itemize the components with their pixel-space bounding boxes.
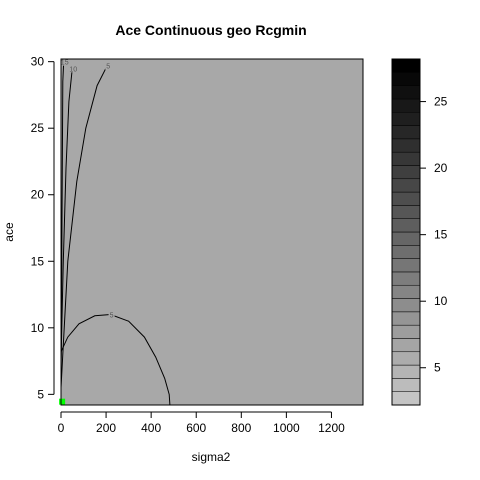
colorbar-band [391, 338, 421, 353]
contour-label: 15 [61, 60, 69, 67]
colorbar-band [391, 205, 421, 219]
x-tick-label: 600 [186, 421, 206, 435]
colorbar-band [391, 324, 421, 339]
colorbar-band [391, 271, 421, 286]
contour-label-bg [70, 65, 77, 73]
colorbar-band [391, 378, 421, 392]
x-tick-label: 0 [58, 421, 65, 435]
colorbar-band [391, 165, 421, 180]
colorbar-tick-label: 10 [434, 294, 448, 308]
colorbar-tick-label: 20 [434, 161, 448, 175]
y-tick-label: 15 [31, 254, 45, 268]
colorbar-band [391, 391, 421, 406]
contour-label-bg [61, 58, 68, 66]
optimum-marker [59, 398, 66, 405]
plot-border [60, 58, 364, 406]
colorbar-band [391, 284, 421, 299]
y-axis: 5 10 15 20 25 30 [31, 55, 55, 401]
colorbar-band [391, 151, 421, 166]
colorbar-band [391, 351, 421, 366]
chart-title: Ace Continuous geo Rcgmin [115, 22, 306, 38]
colorbar-band [391, 98, 421, 113]
y-tick-label: 25 [31, 121, 45, 135]
colorbar-band [391, 85, 421, 100]
colorbar-band [391, 311, 421, 326]
colorbar-band [391, 178, 421, 193]
y-tick-label: 5 [37, 387, 44, 401]
colorbar-border [391, 58, 421, 406]
colorbar-tick-label: 15 [434, 228, 448, 242]
x-tick-label: 1200 [318, 421, 345, 435]
x-tick-label: 400 [141, 421, 161, 435]
contour-label: 10 [69, 66, 77, 73]
colorbar-band [391, 111, 421, 126]
colorbar-tick-label: 5 [434, 361, 441, 375]
y-tick-label: 10 [31, 321, 45, 335]
colorbar-band [391, 245, 421, 259]
colorbar-band [391, 125, 421, 140]
x-tick-label: 1000 [273, 421, 300, 435]
colorbar-band [391, 58, 421, 73]
x-axis: 0 200 400 600 800 1000 1200 [58, 411, 345, 435]
contour-label-bg [105, 62, 112, 70]
contour-line [60, 65, 108, 388]
colorbar-band [391, 258, 421, 273]
colorbar-band [391, 72, 421, 86]
contour-label-bg [108, 311, 115, 319]
y-axis-label: ace [2, 222, 16, 242]
contour-line [60, 61, 65, 388]
colorbar-band [391, 138, 421, 153]
x-tick-label: 200 [96, 421, 116, 435]
x-axis-label: sigma2 [192, 450, 231, 464]
colorbar-band [391, 191, 421, 206]
y-tick-label: 20 [31, 188, 45, 202]
colorbar-band [391, 364, 421, 379]
colorbar-band [391, 231, 421, 246]
x-tick-label: 800 [231, 421, 251, 435]
colorbar-tick-label: 25 [434, 95, 448, 109]
colorbar-band [391, 218, 421, 233]
colorbar-band [391, 298, 421, 313]
contour-label: 5 [110, 313, 114, 320]
contour-label: 5 [106, 64, 110, 71]
contour-line [60, 68, 73, 362]
contour-line [60, 313, 171, 406]
y-tick-label: 30 [31, 55, 45, 69]
colorbar: 5 10 15 20 25 [391, 58, 448, 406]
plot-background [61, 59, 363, 405]
